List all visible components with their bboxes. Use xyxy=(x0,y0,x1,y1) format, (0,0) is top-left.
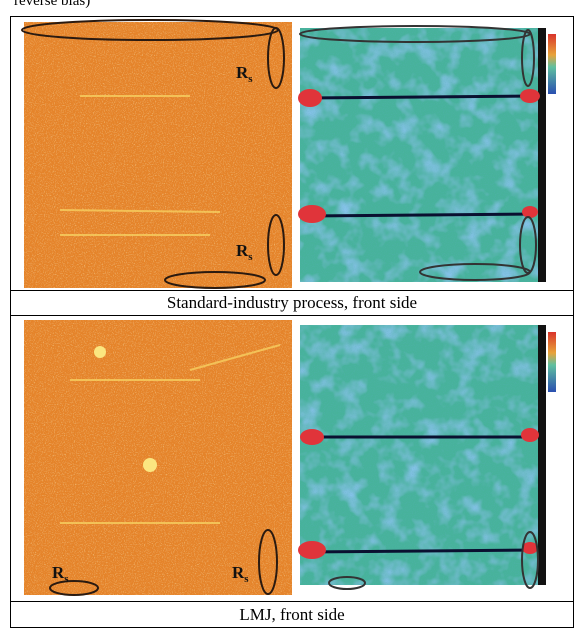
label-part: s xyxy=(244,573,249,585)
el-image-standard xyxy=(22,20,292,288)
label-part: s xyxy=(248,73,253,85)
caption: LMJ, front side xyxy=(239,605,344,624)
el-image-lmj xyxy=(24,320,292,595)
figure: reverse bias) Rs Rs Standard-industry xyxy=(0,0,584,628)
caption: Standard-industry process, front side xyxy=(167,293,417,312)
el-image-standard-map xyxy=(298,26,556,282)
label-part: R xyxy=(236,241,249,260)
el-image-lmj-map xyxy=(298,325,556,589)
header-text: reverse bias) xyxy=(14,0,90,9)
label-part: R xyxy=(232,563,245,582)
label-part: s xyxy=(248,251,253,263)
label-part: R xyxy=(236,63,249,82)
label-part: s xyxy=(64,573,69,585)
label-part: R xyxy=(52,563,65,582)
